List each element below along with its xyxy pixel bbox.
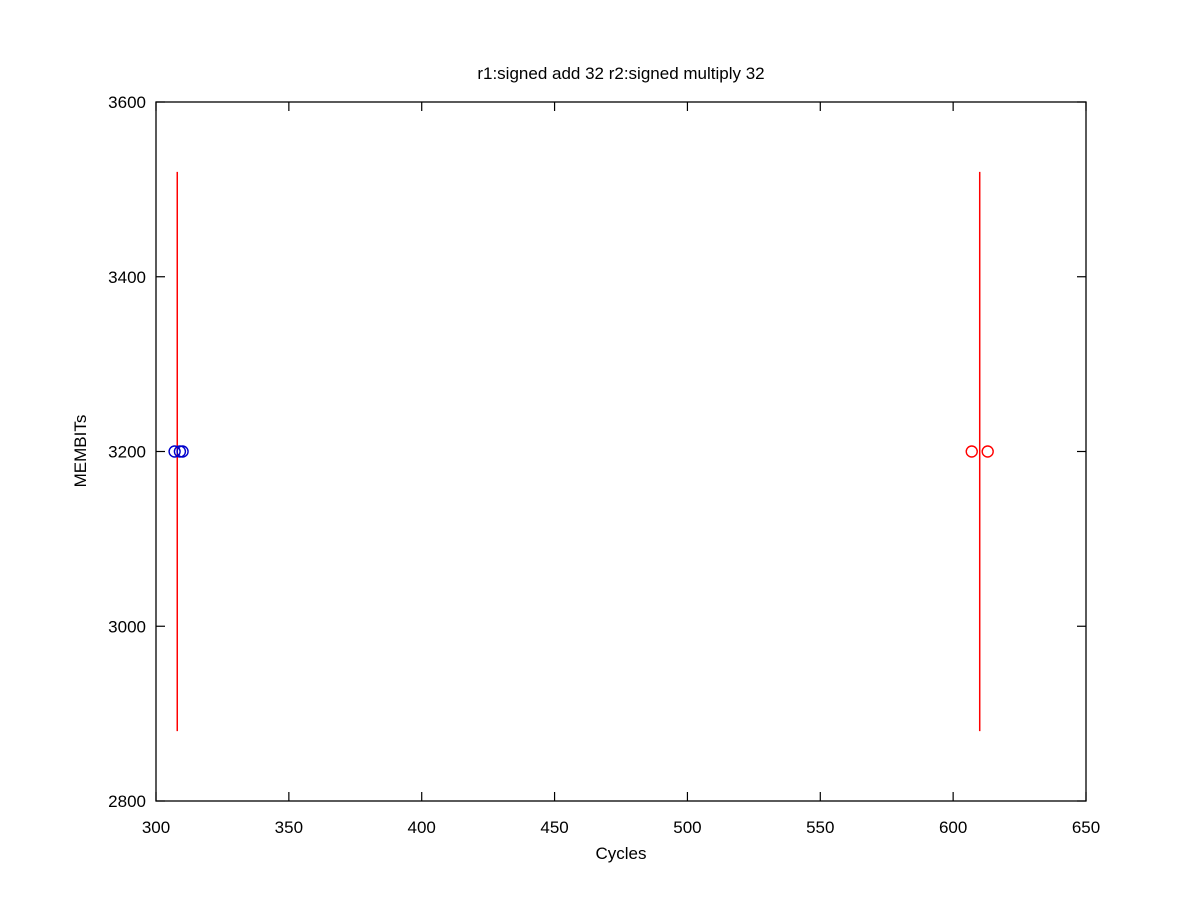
y-axis-label: MEMBITs (71, 415, 90, 488)
x-tick-label: 600 (939, 818, 967, 837)
data-point (981, 445, 994, 458)
y-tick-label: 3000 (108, 617, 146, 636)
plot-frame (155, 101, 1087, 802)
x-tick-label: 350 (275, 818, 303, 837)
x-tick-label: 550 (806, 818, 834, 837)
data-point (176, 445, 189, 458)
y-tick-label: 3200 (108, 443, 146, 462)
x-tick-label: 300 (142, 818, 170, 837)
y-tick-label: 3600 (108, 93, 146, 112)
x-tick-label: 400 (408, 818, 436, 837)
x-axis-label: Cycles (595, 844, 646, 863)
y-tick-label: 2800 (108, 792, 146, 811)
chart-title: r1:signed add 32 r2:signed multiply 32 (477, 64, 764, 83)
data-point (168, 445, 181, 458)
x-tick-label: 500 (673, 818, 701, 837)
vertical-lines (176, 171, 981, 732)
x-tick-label: 450 (540, 818, 568, 837)
data-points (168, 445, 994, 458)
y-tick-label: 3400 (108, 268, 146, 287)
axis-ticks: 300 350 400 450 500 550 600 650 2800 3000 3200 3400… (108, 93, 1100, 837)
x-tick-label: 650 (1072, 818, 1100, 837)
data-point (965, 445, 978, 458)
